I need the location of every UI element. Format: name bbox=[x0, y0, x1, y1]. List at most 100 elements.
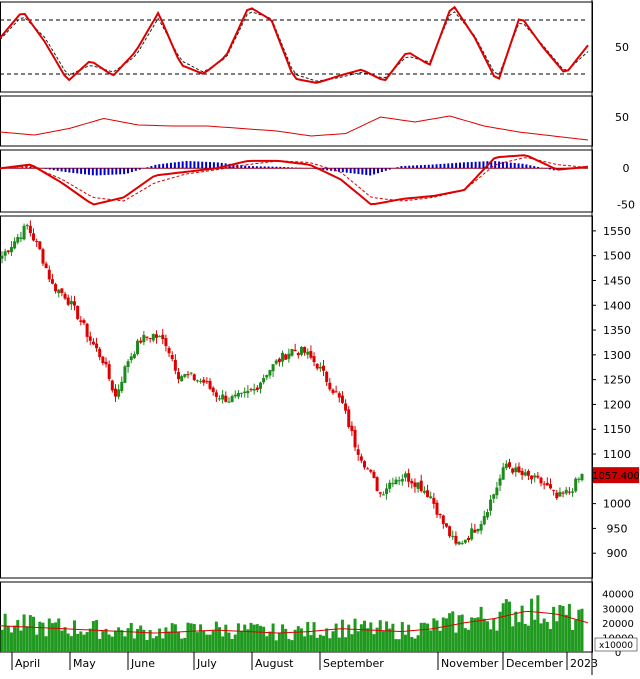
volume-bar bbox=[337, 637, 341, 652]
macd-tick-label: 0 bbox=[623, 162, 630, 175]
volume-unit-label: x10000 bbox=[599, 641, 633, 651]
candle-body bbox=[227, 401, 231, 403]
candle-body bbox=[161, 334, 165, 340]
candle-body bbox=[564, 489, 568, 494]
volume-bar bbox=[410, 636, 414, 652]
volume-bar bbox=[485, 621, 489, 652]
candle-body bbox=[482, 516, 486, 525]
candle-body bbox=[249, 389, 253, 391]
candle-body bbox=[9, 247, 13, 253]
volume-bar bbox=[385, 621, 389, 652]
volume-bar bbox=[98, 638, 102, 652]
candle-body bbox=[526, 470, 530, 476]
candle-body bbox=[498, 478, 502, 486]
volume-bar bbox=[85, 632, 89, 652]
volume-bar bbox=[32, 616, 36, 652]
volume-bar bbox=[359, 624, 363, 652]
volume-bar bbox=[199, 624, 203, 652]
candle-body bbox=[426, 490, 430, 497]
volume-bar bbox=[192, 624, 196, 652]
volume-bar bbox=[571, 629, 575, 652]
candle-body bbox=[353, 429, 357, 448]
volume-bar bbox=[369, 622, 373, 652]
x-axis-label: December bbox=[506, 657, 564, 670]
x-axis-label: September bbox=[323, 657, 384, 670]
volume-bar bbox=[366, 628, 370, 652]
price-tick-label: 1250 bbox=[603, 374, 631, 387]
candle-body bbox=[132, 354, 136, 359]
candle-body bbox=[340, 395, 344, 403]
candle-body bbox=[268, 370, 272, 376]
candle-body bbox=[422, 490, 426, 493]
price-tick-label: 900 bbox=[607, 547, 628, 560]
candle-body bbox=[328, 382, 332, 390]
candle-body bbox=[451, 535, 455, 537]
candle-body bbox=[413, 482, 417, 487]
candle-body bbox=[381, 494, 385, 496]
volume-bar bbox=[284, 628, 288, 652]
volume-bar bbox=[416, 635, 420, 652]
volume-bar bbox=[221, 636, 225, 652]
price-tick-label: 1450 bbox=[603, 274, 631, 287]
price-tick-label: 1150 bbox=[603, 423, 631, 436]
candle-body bbox=[366, 468, 370, 470]
candle-body bbox=[448, 526, 452, 537]
volume-bar bbox=[539, 623, 543, 652]
candle-body bbox=[555, 492, 559, 499]
candle-body bbox=[252, 389, 256, 391]
candle-body bbox=[69, 300, 73, 305]
volume-bar bbox=[148, 629, 152, 652]
volume-bar bbox=[6, 626, 10, 652]
candle-body bbox=[63, 293, 67, 299]
candle-body bbox=[54, 284, 58, 292]
volume-bar bbox=[129, 622, 133, 652]
candle-body bbox=[284, 354, 288, 360]
candle-body bbox=[571, 491, 575, 493]
volume-tick-label: 40000 bbox=[602, 590, 634, 601]
volume-bar bbox=[249, 622, 253, 652]
candle-body bbox=[337, 393, 341, 398]
volume-bar bbox=[132, 638, 136, 652]
candle-body bbox=[303, 346, 307, 353]
volume-bar bbox=[378, 620, 382, 652]
volume-bar bbox=[104, 628, 108, 652]
volume-bar bbox=[350, 634, 354, 652]
rsi-panel-frame bbox=[0, 95, 593, 147]
candle-body bbox=[334, 391, 338, 393]
candle-body bbox=[126, 361, 130, 367]
candle-body bbox=[394, 479, 398, 485]
candle-body bbox=[378, 492, 382, 494]
volume-bar bbox=[558, 604, 562, 652]
candle-body bbox=[407, 473, 411, 482]
volume-bar bbox=[444, 618, 448, 652]
volume-bar bbox=[82, 634, 86, 652]
stoch-d-line bbox=[0, 11, 589, 82]
candle-body bbox=[388, 482, 392, 489]
candle-body bbox=[548, 484, 552, 489]
volume-bar bbox=[79, 631, 83, 652]
candle-body bbox=[262, 377, 266, 383]
volume-bar bbox=[218, 627, 221, 652]
candle-body bbox=[536, 475, 540, 478]
candle-body bbox=[79, 320, 83, 322]
volume-bar bbox=[413, 638, 417, 652]
candle-body bbox=[435, 502, 439, 515]
volume-bar bbox=[63, 627, 67, 652]
volume-bar bbox=[233, 634, 237, 652]
volume-bar bbox=[16, 620, 20, 652]
last-price-label: 1057.400 bbox=[592, 471, 640, 482]
volume-bar bbox=[526, 625, 530, 652]
x-axis-label: April bbox=[15, 657, 40, 670]
candle-body bbox=[35, 241, 39, 243]
volume-bar bbox=[230, 638, 234, 652]
candle-body bbox=[3, 251, 7, 256]
volume-bar bbox=[246, 629, 250, 652]
candle-body bbox=[375, 477, 379, 492]
candle-body bbox=[369, 469, 373, 472]
candle-body bbox=[6, 250, 10, 253]
volume-bar bbox=[145, 639, 149, 652]
candle-body bbox=[88, 336, 92, 341]
candle-body bbox=[391, 483, 395, 485]
candle-body bbox=[457, 541, 461, 545]
volume-bar bbox=[107, 634, 111, 652]
